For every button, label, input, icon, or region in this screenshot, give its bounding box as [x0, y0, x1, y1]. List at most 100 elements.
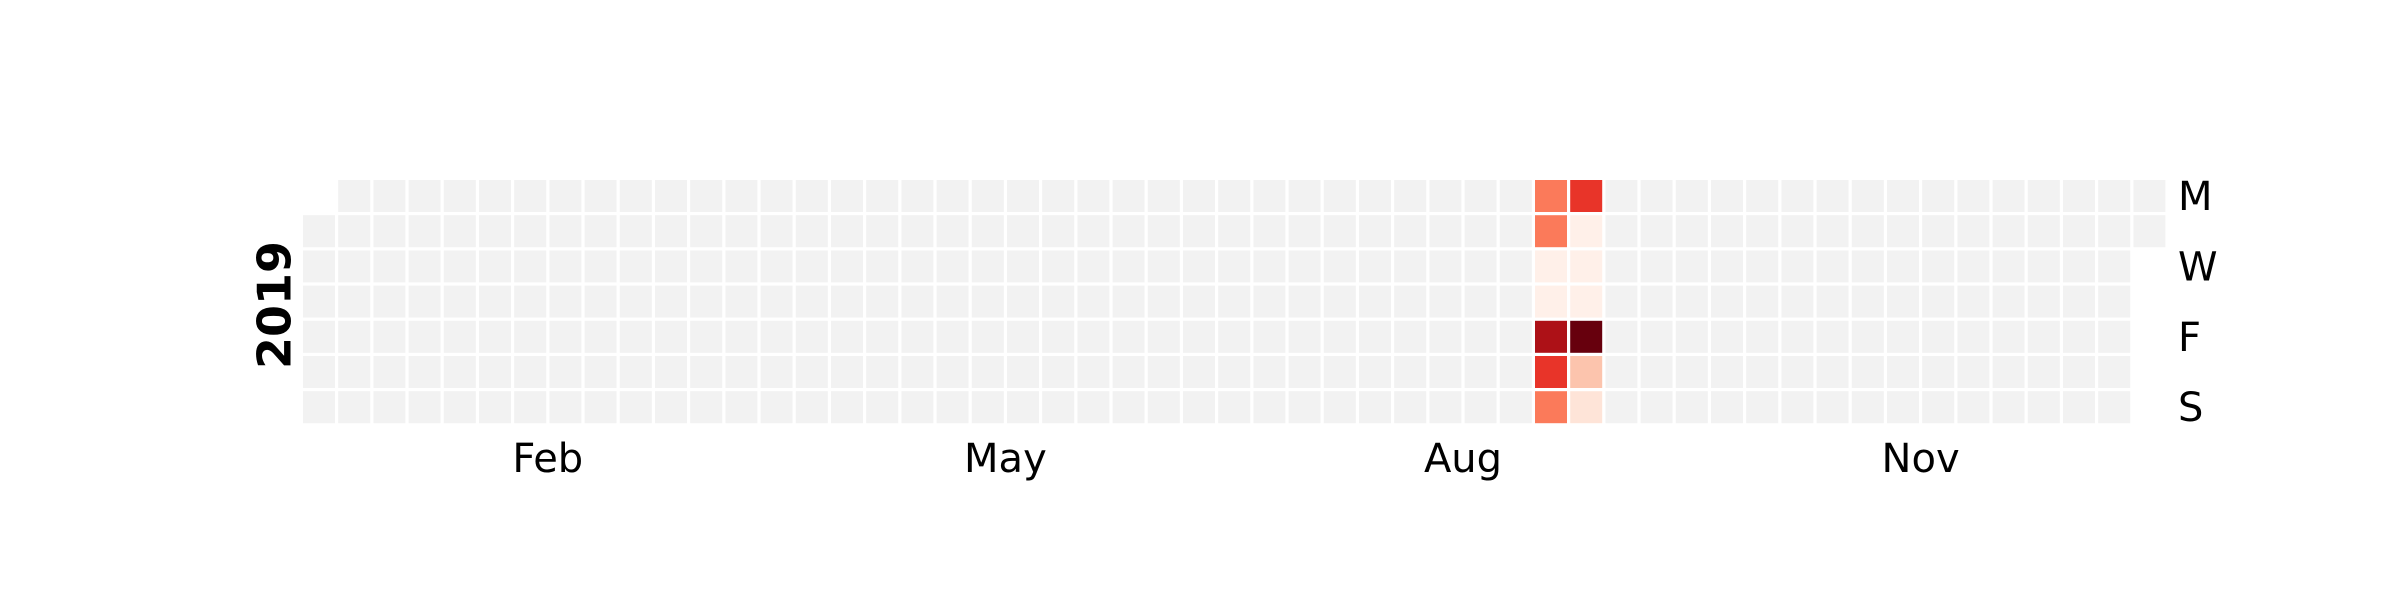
heatmap-cell — [1711, 320, 1743, 353]
heatmap-cell — [1394, 250, 1427, 283]
heatmap-cell — [303, 250, 335, 283]
heatmap-cell — [1464, 215, 1497, 248]
heatmap-cell — [1816, 215, 1849, 248]
heatmap-cell — [1711, 250, 1743, 283]
heatmap-cell — [1077, 250, 1110, 283]
month-tick-label: Aug — [1424, 436, 1502, 482]
heatmap-cell — [2098, 356, 2131, 388]
heatmap-cell — [1640, 391, 1673, 424]
heatmap-cell — [831, 320, 863, 353]
heatmap-cell — [2063, 215, 2095, 248]
heatmap-cell — [655, 180, 687, 212]
heatmap-cell — [584, 356, 617, 388]
heatmap-cell — [303, 356, 335, 388]
heatmap-cell — [619, 320, 652, 353]
heatmap-cell — [1253, 215, 1286, 248]
heatmap-cell — [2027, 320, 2060, 353]
weekday-tick-label: M — [2178, 174, 2213, 220]
heatmap-cell — [1323, 356, 1356, 388]
heatmap-cell — [443, 356, 476, 388]
heatmap-cell — [1570, 250, 1603, 283]
heatmap-cells — [303, 180, 2166, 424]
month-tick-label: Feb — [512, 436, 583, 482]
heatmap-cell — [549, 250, 582, 283]
heatmap-cell — [1957, 320, 1990, 353]
heatmap-cell — [479, 180, 511, 212]
heatmap-cell — [2133, 215, 2166, 248]
heatmap-cell — [373, 285, 406, 318]
heatmap-cell — [831, 215, 863, 248]
heatmap-cell — [443, 250, 476, 283]
heatmap-cell — [1218, 391, 1251, 424]
heatmap-cell — [690, 356, 723, 388]
heatmap-cell — [1183, 215, 1215, 248]
heatmap-cell — [338, 320, 371, 353]
month-tick-label: May — [964, 436, 1047, 482]
year-label: 2019 — [248, 241, 302, 369]
heatmap-cell — [2027, 391, 2060, 424]
heatmap-cell — [1887, 285, 1919, 318]
heatmap-cell — [1112, 180, 1145, 212]
heatmap-cell — [1183, 250, 1215, 283]
heatmap-cell — [1323, 180, 1356, 212]
heatmap-cell — [655, 356, 687, 388]
heatmap-cell — [971, 320, 1004, 353]
heatmap-cell — [1816, 250, 1849, 283]
heatmap-cell — [2063, 250, 2095, 283]
heatmap-cell — [1253, 250, 1286, 283]
heatmap-cell — [338, 285, 371, 318]
heatmap-cell — [936, 285, 969, 318]
heatmap-cell — [549, 180, 582, 212]
heatmap-cell — [1007, 215, 1039, 248]
heatmap-cell — [901, 356, 934, 388]
heatmap-cell — [584, 250, 617, 283]
heatmap-cell — [2133, 180, 2166, 212]
heatmap-cell — [1957, 285, 1990, 318]
heatmap-cell — [1922, 356, 1955, 388]
heatmap-cell — [1499, 356, 1532, 388]
heatmap-cell — [1851, 391, 1884, 424]
heatmap-cell — [760, 250, 793, 283]
heatmap-cell — [971, 250, 1004, 283]
heatmap-cell — [1218, 180, 1251, 212]
heatmap-cell — [2098, 215, 2131, 248]
heatmap-cell — [2098, 320, 2131, 353]
heatmap-cell — [795, 356, 828, 388]
heatmap-cell — [1147, 320, 1180, 353]
heatmap-cell — [1429, 320, 1462, 353]
heatmap-cell — [1605, 356, 1638, 388]
heatmap-cell — [725, 215, 758, 248]
heatmap-cell — [1887, 250, 1919, 283]
heatmap-cell — [1781, 320, 1814, 353]
heatmap-cell — [584, 285, 617, 318]
heatmap-cell — [760, 180, 793, 212]
heatmap-cell — [338, 356, 371, 388]
heatmap-cell — [514, 180, 547, 212]
heatmap-cell — [655, 215, 687, 248]
heatmap-cell — [1323, 285, 1356, 318]
heatmap-cell — [2027, 356, 2060, 388]
heatmap-cell — [2063, 285, 2095, 318]
heatmap-cell — [1746, 391, 1779, 424]
heatmap-cell — [1429, 285, 1462, 318]
heatmap-cell — [1394, 391, 1427, 424]
heatmap-cell — [1464, 356, 1497, 388]
heatmap-cell — [1218, 215, 1251, 248]
heatmap-cell — [479, 285, 511, 318]
heatmap-cell — [1112, 250, 1145, 283]
heatmap-cell — [1570, 356, 1603, 388]
heatmap-cell — [1746, 180, 1779, 212]
heatmap-cell — [303, 320, 335, 353]
heatmap-cell — [1288, 180, 1321, 212]
heatmap-cell — [1499, 215, 1532, 248]
heatmap-cell — [1147, 215, 1180, 248]
heatmap-cell — [1077, 285, 1110, 318]
heatmap-cell — [443, 215, 476, 248]
heatmap-cell — [1112, 215, 1145, 248]
heatmap-cell — [1781, 250, 1814, 283]
heatmap-cell — [408, 391, 441, 424]
heatmap-cell — [1499, 180, 1532, 212]
heatmap-cell — [1464, 250, 1497, 283]
heatmap-cell — [1253, 180, 1286, 212]
heatmap-cell — [1605, 320, 1638, 353]
